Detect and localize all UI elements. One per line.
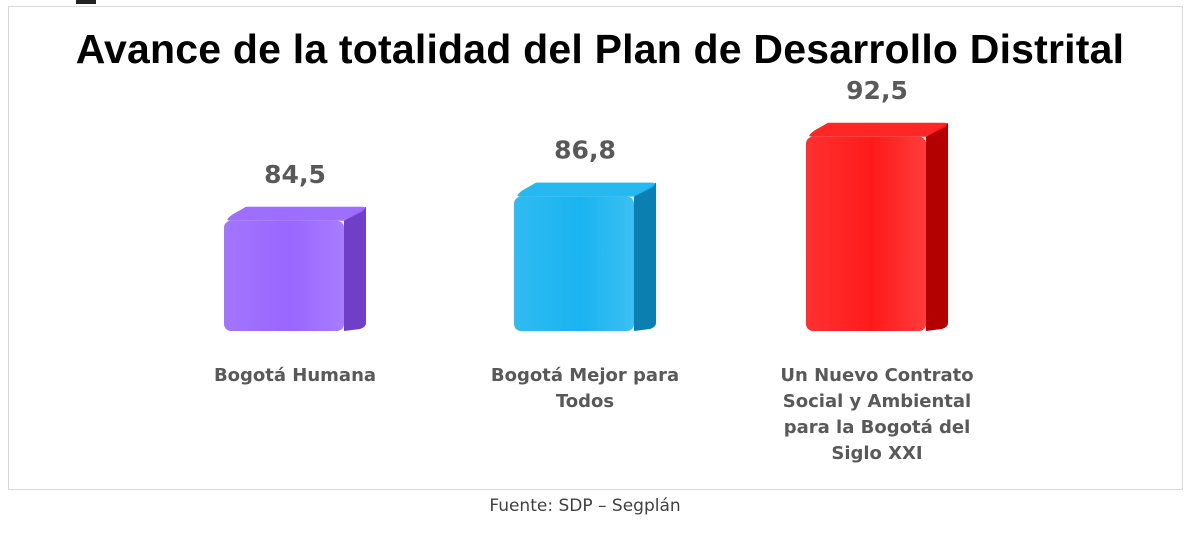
category-label-1: Bogotá Humana <box>214 365 376 386</box>
bar-2-top <box>517 182 655 197</box>
bar-3-side <box>926 122 948 331</box>
source-note: Fuente: SDP – Segplán <box>489 496 681 516</box>
bar-1-side <box>344 206 366 331</box>
bar-1 <box>224 206 366 331</box>
bar-1-top <box>227 206 365 221</box>
corner-mark <box>76 0 96 4</box>
value-label-1: 84,5 <box>264 160 326 189</box>
bar-3-top <box>809 122 947 137</box>
value-label-2: 86,8 <box>554 136 616 165</box>
bar-2-side <box>634 182 656 331</box>
bar-1-front <box>224 220 344 331</box>
bar-3 <box>806 122 948 331</box>
bar-2-front <box>514 196 634 331</box>
category-label-2: Bogotá Mejor para Todos <box>491 365 679 412</box>
chart-title: Avance de la totalidad del Plan de Desar… <box>75 26 1125 72</box>
bar-2 <box>514 182 656 331</box>
category-label-3: Un Nuevo Contrato Social y Ambiental para … <box>780 365 973 464</box>
value-label-3: 92,5 <box>846 76 908 105</box>
bar-3-front <box>806 136 926 331</box>
